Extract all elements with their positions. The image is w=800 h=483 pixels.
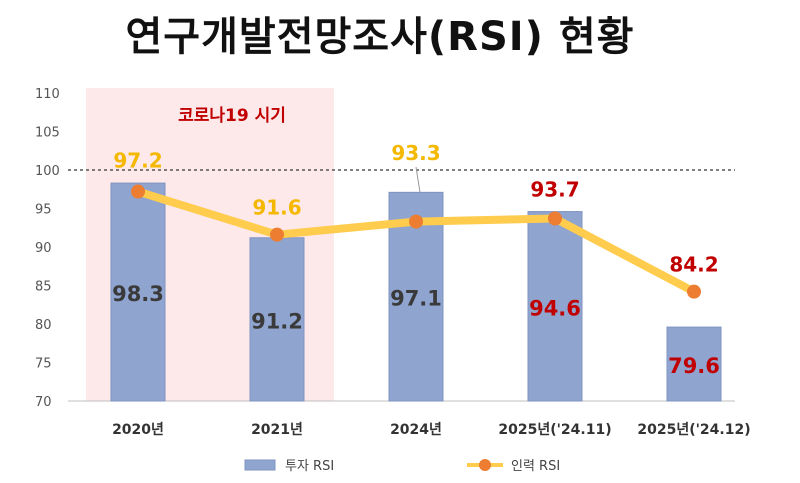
legend-investment-swatch (244, 459, 276, 471)
workforce-rsi-marker (409, 214, 423, 229)
legend-workforce-marker (479, 459, 491, 471)
y-tick-label: 90 (35, 241, 52, 256)
investment-bar (249, 237, 305, 402)
workforce-rsi-marker (131, 184, 145, 199)
investment-bar-value-label: 98.3 (112, 282, 164, 306)
y-tick-label: 80 (35, 318, 52, 333)
investment-bar-value-label: 91.2 (251, 309, 303, 333)
y-tick-label: 110 (35, 87, 60, 102)
workforce-value-label: 93.3 (391, 141, 440, 165)
y-tick-label: 100 (35, 164, 60, 179)
workforce-rsi-marker (270, 227, 284, 242)
x-category-label: 2025년('24.12) (637, 422, 750, 438)
y-tick-label: 95 (35, 203, 52, 218)
investment-bar (666, 326, 722, 402)
y-tick-label: 75 (35, 357, 52, 372)
workforce-value-label: 97.2 (113, 149, 162, 173)
y-tick-label: 85 (35, 280, 52, 295)
legend-investment-label: 투자 RSI (285, 459, 334, 474)
x-category-label: 2025년('24.11) (498, 422, 611, 438)
legend-workforce-label: 인력 RSI (511, 459, 560, 474)
investment-bar-value-label: 79.6 (668, 354, 720, 378)
investment-bar-value-label: 97.1 (390, 287, 442, 311)
x-category-label: 2021년 (251, 422, 303, 438)
investment-bar (527, 211, 583, 402)
workforce-rsi-marker (687, 284, 701, 299)
covid-period-label: 코로나19 시기 (178, 106, 286, 126)
x-category-label: 2024년 (390, 422, 442, 438)
workforce-value-label: 91.6 (252, 196, 301, 220)
investment-bar (110, 182, 166, 402)
workforce-value-label: 93.7 (530, 178, 579, 202)
investment-bar-value-label: 94.6 (529, 296, 581, 320)
x-category-label: 2020년 (112, 422, 164, 438)
workforce-rsi-marker (548, 211, 562, 226)
chart-title: 연구개발전망조사(RSI) 현황 (125, 14, 635, 60)
y-tick-label: 70 (35, 395, 52, 410)
y-tick-label: 105 (35, 126, 60, 141)
workforce-value-label: 84.2 (669, 253, 718, 277)
label-leader-line (415, 166, 421, 193)
